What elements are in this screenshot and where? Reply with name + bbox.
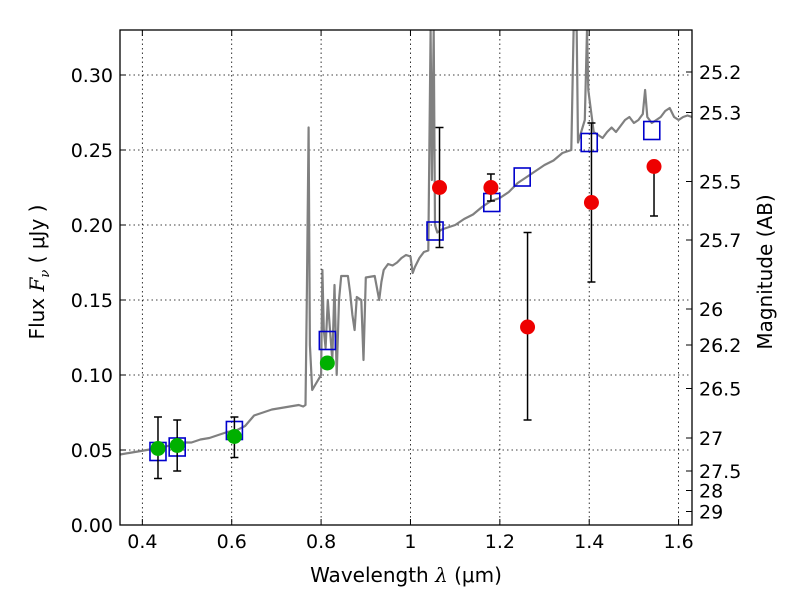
grid — [120, 30, 692, 526]
observed-point — [483, 180, 499, 195]
observed-point — [169, 438, 185, 453]
y2-tick-label: 26.2 — [699, 335, 741, 357]
observed-point — [583, 195, 599, 210]
y2-tick-label: 25.2 — [699, 62, 741, 84]
model-photometry-square — [642, 120, 661, 141]
plot-frame — [119, 29, 693, 526]
model-photometry-square — [580, 132, 599, 153]
observed-point — [319, 355, 335, 371]
spectrum-line — [120, 30, 692, 456]
x-tick-label: 1.6 — [663, 531, 693, 553]
y2-tick-label: 26 — [699, 299, 723, 321]
model-photometry-square — [318, 330, 337, 351]
y2-tick-label: 26.5 — [699, 379, 741, 401]
x-axis-label: Wavelength λ (μm) — [310, 563, 502, 587]
observed-point — [520, 319, 536, 335]
y2-tick-label: 25.5 — [699, 172, 741, 194]
y2-tick-label: 27.5 — [699, 461, 741, 483]
ticks: 0.4 0.6 0.8 1 1.2 1.4 1.6 0.00 0.05 0.10 0.15 0.20 0… — [71, 30, 741, 553]
y-axis-label: Flux Fν ( μJy ) — [25, 205, 53, 340]
model-photometry-square — [426, 221, 444, 241]
observed-point — [646, 159, 662, 174]
observed-point — [226, 429, 242, 444]
y2-axis-label: Magnitude (AB) — [753, 194, 777, 349]
y2-tick-label: 29 — [699, 502, 723, 524]
x-tick-label: 0.8 — [306, 531, 336, 553]
x-tick-label: 1.2 — [485, 531, 515, 553]
y-tick-label: 0.05 — [71, 440, 113, 462]
y-tick-label: 0.15 — [71, 290, 113, 312]
y-tick-label: 0.10 — [71, 365, 113, 387]
y-tick-label: 0.25 — [71, 140, 113, 162]
observed-point — [432, 180, 448, 195]
y2-tick-label: 25.3 — [699, 103, 741, 125]
plot-area — [120, 30, 692, 480]
y-tick-label: 0.00 — [71, 515, 113, 537]
x-tick-label: 0.4 — [127, 531, 157, 553]
y2-tick-label: 25.7 — [699, 230, 741, 252]
observed-point — [150, 441, 166, 456]
plot-content — [120, 30, 692, 480]
y2-tick-label: 27 — [699, 428, 723, 450]
y2-tick-label: 28 — [699, 481, 723, 503]
x-tick-label: 1 — [404, 531, 416, 553]
y-tick-label: 0.20 — [71, 215, 113, 237]
y-tick-label: 0.30 — [71, 65, 113, 87]
model-photometry-square — [513, 167, 531, 187]
x-tick-label: 1.4 — [574, 531, 604, 553]
x-tick-label: 0.6 — [217, 531, 247, 553]
